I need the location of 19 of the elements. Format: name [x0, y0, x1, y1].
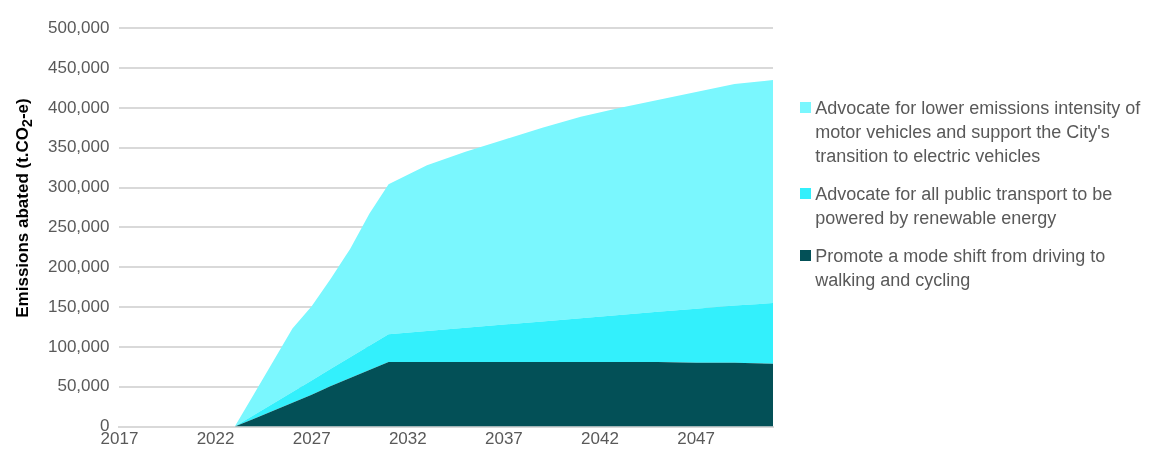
y-tick-label: 300,000 — [48, 177, 110, 197]
y-tick-label: 200,000 — [48, 256, 110, 276]
legend-label: Advocate for all public transport to be powered by renewable energy — [815, 182, 1114, 230]
legend-label: Advocate for lower emissions intensity of motor vehicles and support the City's transition to electric vehicles — [815, 96, 1142, 168]
x-tick-label: 2032 — [389, 429, 427, 449]
x-tick-label: 2022 — [196, 429, 235, 449]
y-tick-label: 50,000 — [57, 376, 110, 396]
y-tick-label: 450,000 — [48, 57, 110, 77]
y-tick-label: 350,000 — [48, 137, 110, 157]
legend-label: Promote a mode shift from driving to walking and cycling — [815, 244, 1107, 292]
y-tick-label: 100,000 — [48, 336, 110, 356]
y-tick-label: 400,000 — [48, 97, 110, 117]
y-tick-label: 150,000 — [48, 296, 110, 316]
y-tick-label: 250,000 — [48, 217, 110, 237]
x-tick-label: 2042 — [581, 429, 620, 449]
y-tick-label: 500,000 — [48, 17, 110, 37]
x-tick-label: 2027 — [292, 429, 331, 449]
x-tick-label: 2037 — [485, 429, 523, 449]
x-tick-label: 2047 — [677, 429, 716, 449]
